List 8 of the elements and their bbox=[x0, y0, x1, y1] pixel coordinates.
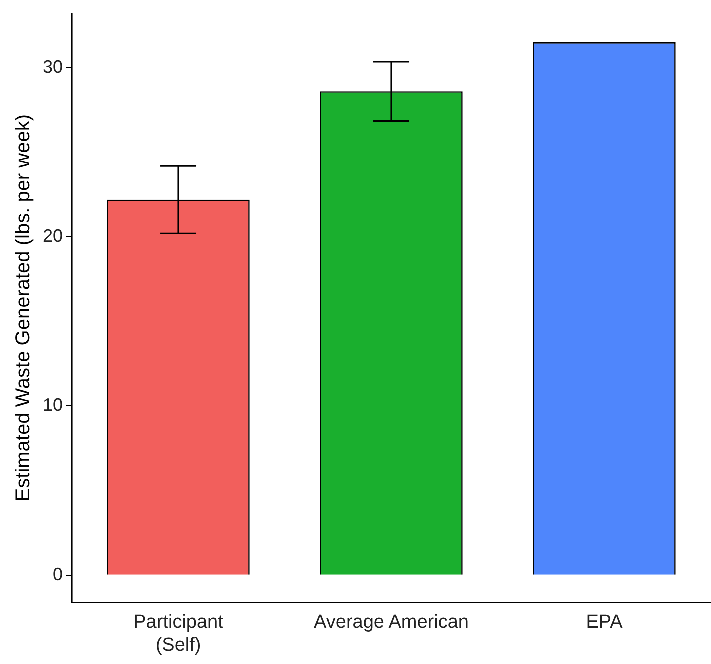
y-tick-label: 20 bbox=[42, 226, 64, 246]
x-tick-label: Average American bbox=[314, 612, 469, 634]
y-tick-label: 10 bbox=[42, 395, 64, 416]
x-tick-label: EPA bbox=[586, 612, 624, 634]
y-axis-title: Estimated Waste Generated (lbs. per week) bbox=[12, 114, 35, 502]
x-tick-label: Participant (Self) bbox=[134, 612, 224, 656]
y-tick-label: 0 bbox=[53, 564, 64, 584]
y-tick-label: 30 bbox=[42, 56, 64, 77]
